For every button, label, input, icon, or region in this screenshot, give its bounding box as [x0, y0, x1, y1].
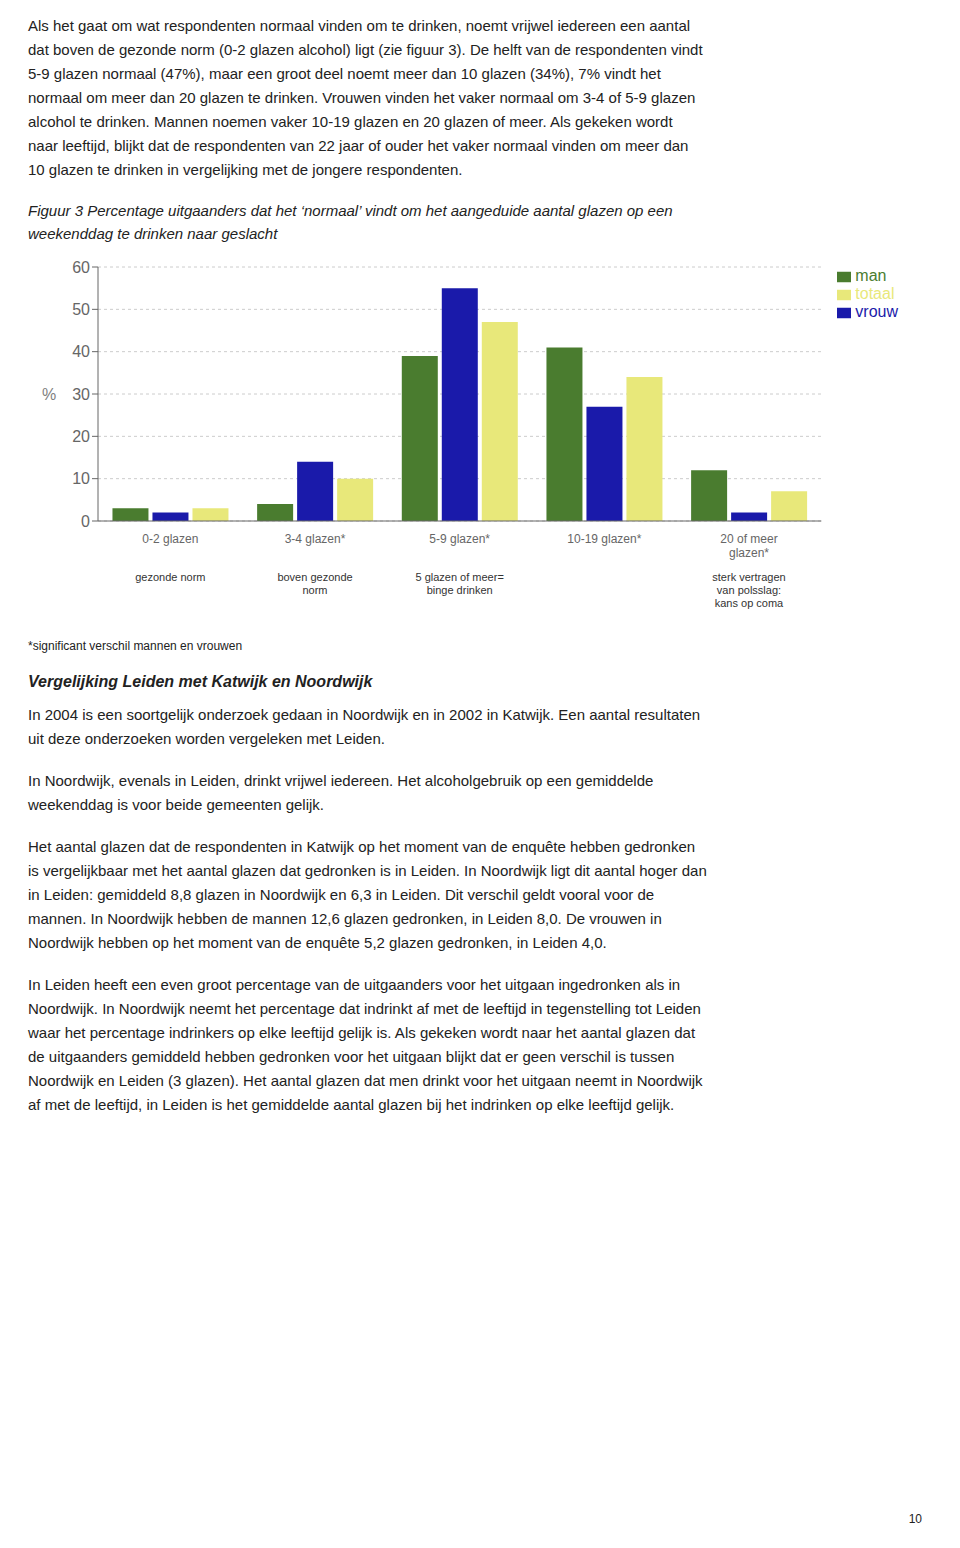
svg-text:30: 30: [72, 386, 90, 403]
svg-text:%: %: [42, 386, 56, 403]
svg-text:50: 50: [72, 301, 90, 318]
html-text:In Noordwijk, evenals in Leide: In Noordwijk, evenals in Leiden, drinkt …: [28, 772, 654, 813]
html-text:man: man: [855, 267, 887, 284]
svg-text:20: 20: [72, 428, 90, 445]
html-text:Vergelijking Leiden met Katwij: Vergelijking Leiden met Katwijk en Noord…: [28, 673, 373, 690]
svg-text:40: 40: [72, 343, 90, 360]
svg-text:5-9 glazen*: 5-9 glazen*: [429, 532, 490, 546]
svg-text:gezonde norm: gezonde norm: [135, 571, 205, 583]
svg-text:boven gezonde: boven gezonde: [277, 571, 352, 583]
svg-text:3-4 glazen*: 3-4 glazen*: [285, 532, 346, 546]
html-text:Als het gaat om wat respondent: Als het gaat om wat respondenten normaal…: [28, 17, 703, 178]
html-text:weekenddag te drinken naar ges: weekenddag te drinken naar geslacht: [28, 224, 278, 242]
svg-text:binge drinken: binge drinken: [427, 584, 493, 596]
svg-text:0-2 glazen: 0-2 glazen: [142, 532, 198, 546]
svg-text:0: 0: [81, 513, 90, 530]
svg-text:van polsslag:: van polsslag:: [717, 584, 781, 596]
svg-text:sterk vertragen: sterk vertragen: [712, 571, 785, 583]
html-text:*significant verschil mannen e: *significant verschil mannen en vrouwen: [28, 639, 243, 653]
html-text:vrouw: vrouw: [855, 303, 898, 320]
svg-text:10-19 glazen*: 10-19 glazen*: [567, 532, 641, 546]
html-text:Het aantal glazen dat de respo: Het aantal glazen dat de respondenten in…: [28, 838, 707, 951]
svg-text:glazen*: glazen*: [729, 546, 769, 560]
svg-text:5 glazen of meer=: 5 glazen of meer=: [415, 571, 503, 583]
html-text:Figuur 3 Percentage uitgaander: Figuur 3 Percentage uitgaanders dat het …: [28, 202, 673, 219]
html-text:In Leiden heeft een even groot: In Leiden heeft een even groot percentag…: [28, 976, 703, 1113]
html-text:10: 10: [908, 1512, 922, 1526]
svg-text:norm: norm: [302, 584, 327, 596]
html-text:In 2004 is een soortgelijk ond: In 2004 is een soortgelijk onderzoek ged…: [28, 706, 701, 747]
svg-text:60: 60: [72, 259, 90, 276]
svg-text:20 of meer: 20 of meer: [720, 532, 777, 546]
svg-text:10: 10: [72, 470, 90, 487]
svg-text:kans op coma: kans op coma: [715, 597, 784, 609]
html-text:totaal: totaal: [855, 285, 895, 302]
